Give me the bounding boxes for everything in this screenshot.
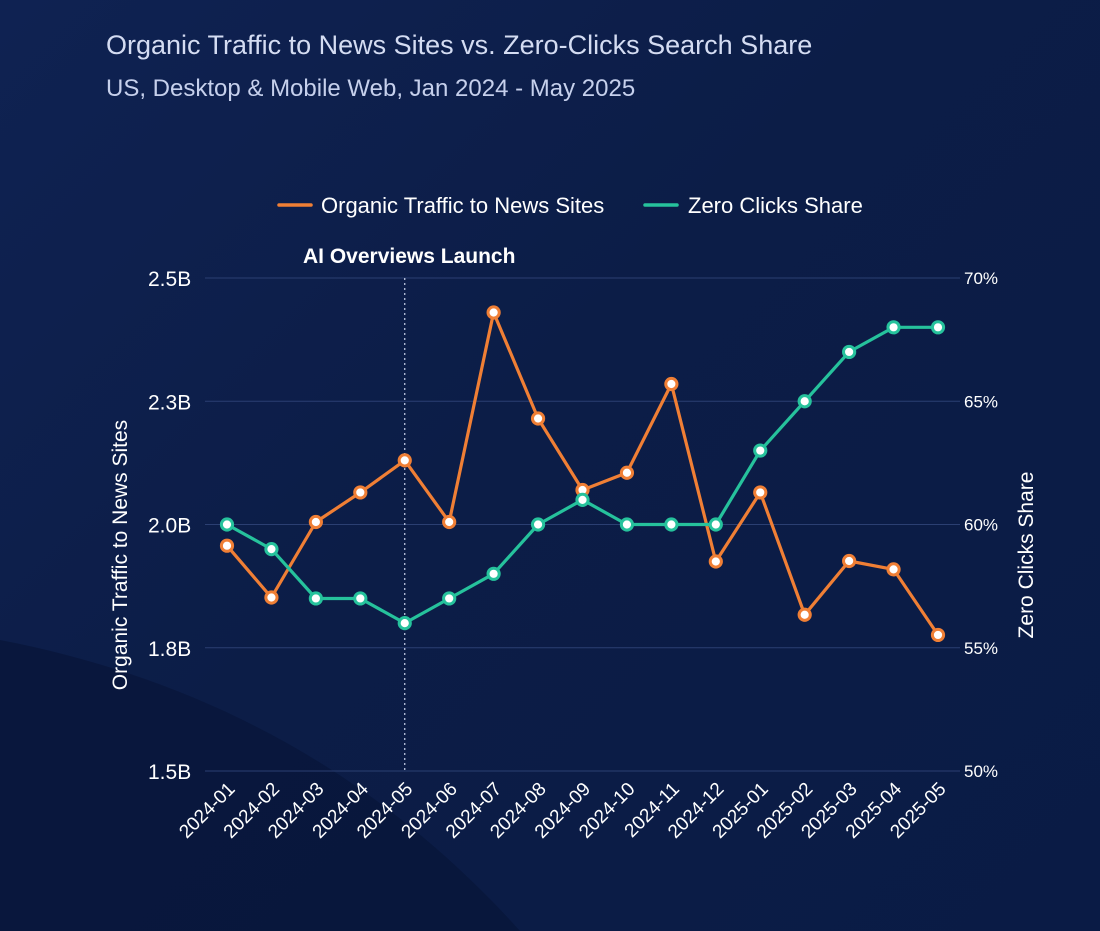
axes: 1.5B1.8B2.0B2.3B2.5B50%55%60%65%70%2024-… — [109, 268, 1038, 843]
legend: Organic Traffic to News Sites Zero Clicks… — [277, 193, 863, 218]
organic-traffic-point — [708, 554, 723, 569]
annotation-label: AI Overviews Launch — [303, 245, 515, 268]
zero-clicks-point — [264, 542, 279, 557]
y-right-axis-title: Zero Clicks Share — [1015, 472, 1038, 639]
legend-item-organic[interactable]: Organic Traffic to News Sites — [277, 193, 604, 218]
organic-traffic-point — [797, 607, 812, 622]
organic-traffic-point — [397, 453, 412, 468]
organic-traffic-point — [530, 411, 546, 426]
organic-traffic-line — [225, 310, 940, 637]
annotation-layer: AI Overviews Launch — [303, 245, 515, 771]
zero-clicks-point — [708, 517, 723, 532]
zero-clicks-point — [353, 591, 368, 606]
series-layer — [219, 305, 946, 643]
y-left-tick-label: 2.0B — [148, 515, 191, 538]
y-right-tick-label: 50% — [964, 762, 998, 781]
y-left-tick-label: 2.5B — [148, 268, 191, 291]
organic-traffic-point — [842, 553, 857, 569]
zero-clicks-point — [219, 517, 235, 532]
legend-label: Organic Traffic to News Sites — [321, 193, 604, 218]
organic-traffic-point — [353, 485, 368, 500]
y-right-tick-label: 60% — [964, 516, 998, 535]
organic-traffic-point — [264, 590, 279, 605]
zero-clicks-point — [664, 517, 679, 532]
organic-traffic-point — [753, 485, 768, 500]
zero-clicks-point — [930, 320, 946, 335]
y-left-tick-label: 1.8B — [148, 638, 191, 661]
legend-label: Zero Clicks Share — [688, 193, 863, 218]
zero-clicks-point — [575, 492, 590, 507]
zero-clicks-point — [842, 344, 857, 360]
organic-traffic-point — [886, 562, 901, 577]
chart-title: Organic Traffic to News Sites vs. Zero-C… — [106, 30, 813, 60]
zero-clicks-point — [886, 320, 901, 335]
zero-clicks-point — [753, 443, 768, 458]
zero-clicks-point — [397, 616, 412, 631]
organic-traffic-point — [664, 376, 679, 392]
zero-clicks-line — [225, 325, 940, 625]
zero-clicks-point — [619, 517, 635, 532]
zero-clicks-point — [486, 566, 501, 581]
organic-traffic-point — [442, 514, 457, 530]
chart-subtitle: US, Desktop & Mobile Web, Jan 2024 - May… — [106, 75, 636, 102]
y-right-tick-label: 55% — [964, 639, 998, 658]
zero-clicks-point — [530, 517, 546, 532]
organic-traffic-point — [619, 465, 635, 480]
y-left-tick-label: 2.3B — [148, 391, 191, 414]
legend-item-zero-clicks[interactable]: Zero Clicks Share — [643, 193, 863, 218]
y-left-axis-title: Organic Traffic to News Sites — [109, 420, 132, 690]
organic-traffic-point — [308, 514, 323, 530]
zero-clicks-point — [308, 591, 323, 606]
gridlines — [205, 277, 960, 772]
y-right-tick-label: 65% — [964, 392, 998, 411]
zero-clicks-point — [442, 591, 457, 606]
zero-clicks-point — [797, 394, 812, 409]
y-left-tick-label: 1.5B — [148, 761, 191, 784]
organic-traffic-point — [930, 627, 946, 643]
organic-traffic-point — [219, 538, 235, 553]
y-right-tick-label: 70% — [964, 269, 998, 288]
organic-traffic-point — [486, 305, 501, 320]
